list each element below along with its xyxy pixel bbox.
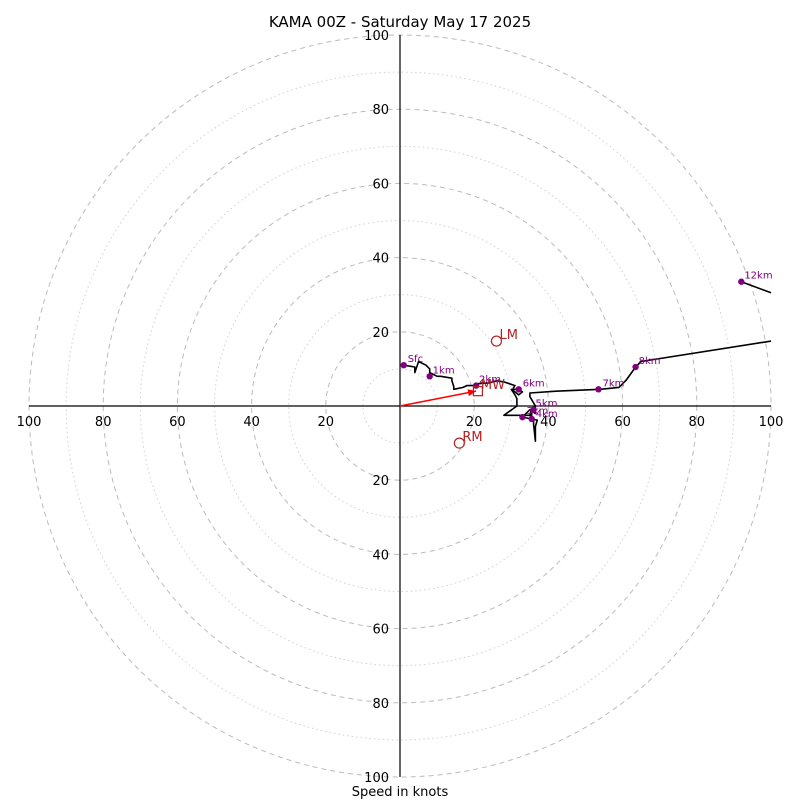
storm-motion-label: MW: [481, 378, 505, 393]
height-marker-label: 7km: [602, 378, 624, 389]
storm-motions: LM RM MW: [453, 328, 518, 449]
tick-label: 100: [364, 771, 389, 786]
height-marker-label: 3km: [526, 406, 548, 417]
height-marker-point: [515, 386, 522, 393]
height-marker-point: [595, 386, 602, 393]
tick-label: 100: [364, 29, 389, 44]
height-marker-label: Sfc: [408, 354, 423, 365]
height-marker-label: 4km: [536, 409, 558, 420]
tick-label: 60: [614, 415, 631, 430]
height-marker-label: 8km: [639, 356, 661, 367]
tick-label: 40: [540, 415, 557, 430]
chart-title: KAMA 00Z - Saturday May 17 2025: [269, 13, 531, 31]
height-marker-point: [426, 373, 433, 380]
hodograph-trace: [399, 280, 772, 443]
tick-label: 40: [372, 252, 389, 267]
height-marker-point: [530, 406, 537, 413]
tick-label: 100: [759, 415, 784, 430]
height-marker-label: 12km: [744, 271, 772, 282]
height-marker-point: [519, 413, 526, 421]
tick-label: 80: [372, 697, 389, 712]
hodograph-line-upper: [741, 280, 772, 294]
tick-label: 40: [243, 415, 260, 430]
height-marker-point: [632, 363, 639, 371]
height-marker-label: 1km: [433, 365, 455, 376]
tick-label: 20: [372, 326, 389, 341]
hodograph-line: [403, 340, 772, 443]
tick-label: 80: [372, 103, 389, 118]
mean-wind-arrow: [399, 390, 477, 407]
tick-label: 20: [372, 474, 389, 489]
tick-labels: 20 20 20 20 40 40 40 40 60 60 60 60 80 80 80 80 100 100 10…: [17, 29, 784, 786]
height-marker-point: [400, 361, 407, 369]
tick-label: 100: [17, 415, 42, 430]
tick-label: 60: [372, 623, 389, 638]
storm-motion-label: LM: [499, 328, 517, 343]
storm-motion-marker: [490, 335, 503, 347]
tick-label: 60: [372, 177, 389, 192]
tick-label: 40: [372, 548, 389, 563]
height-marker-label: 6km: [523, 378, 545, 389]
tick-label: 80: [689, 415, 706, 430]
height-marker-point: [528, 415, 535, 423]
x-axis-label: Speed in knots: [352, 785, 449, 800]
tick-label: 80: [95, 415, 112, 430]
storm-motion-marker: [472, 386, 484, 397]
height-marker-point: [738, 278, 745, 285]
tick-label: 20: [466, 415, 483, 430]
tick-label: 60: [169, 415, 186, 430]
tick-label: 20: [318, 415, 335, 430]
storm-motion-label: RM: [462, 430, 482, 445]
height-marker-label: 5km: [536, 399, 558, 410]
storm-motion-marker: [453, 437, 465, 449]
height-marker-label: 2km: [479, 375, 501, 386]
